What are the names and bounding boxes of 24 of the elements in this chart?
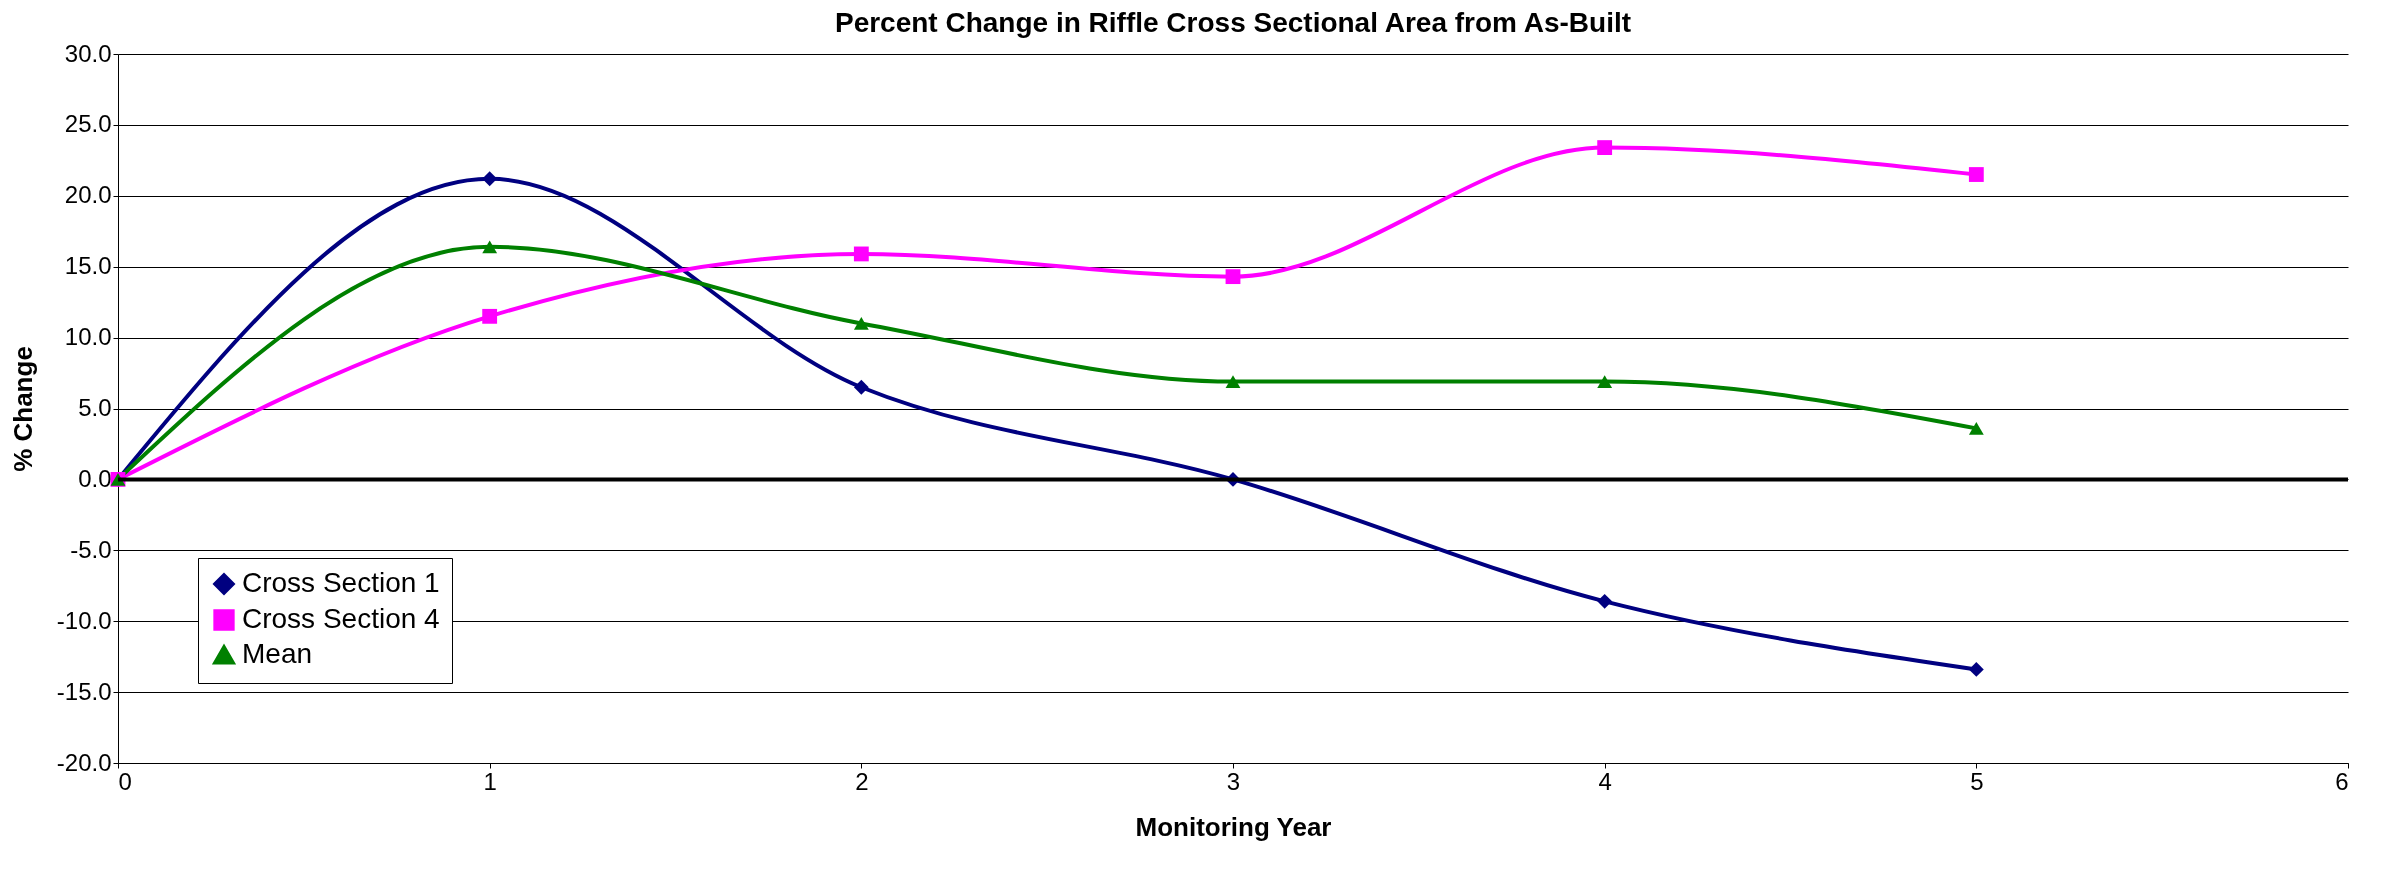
x-tick-label: 3 [1226,767,1241,795]
y-tick-label: 20.0 [64,181,112,209]
legend-label: Cross Section 4 [242,603,440,634]
y-tick-label: 10.0 [64,323,112,351]
x-tick-label: 5 [1970,767,1984,795]
y-tick-label: 15.0 [64,252,112,280]
y-axis-title: % Change [7,346,38,472]
y-tick-label: 30.0 [64,39,112,67]
y-tick-label: -20.0 [56,748,112,776]
y-tick-label: 0.0 [78,464,112,492]
y-tick-label: -5.0 [70,535,112,563]
y-tick-label: -10.0 [56,606,112,634]
x-tick-label: 0 [118,767,132,795]
x-axis-title: Monitoring Year [1135,811,1332,842]
chart-title: Percent Change in Riffle Cross Sectional Area from As-Built [834,7,1632,38]
y-tick-label: 25.0 [64,110,112,138]
y-tick-label: 5.0 [78,394,112,421]
legend-label: Cross Section 1 [242,567,440,598]
legend-label: Mean [242,638,313,669]
y-tick-label: -15.0 [56,677,112,705]
x-tick-label: 1 [483,767,497,795]
x-tick-label: 2 [855,767,869,795]
x-tick-label: 6 [2335,767,2349,795]
x-tick-label: 4 [1598,767,1612,795]
